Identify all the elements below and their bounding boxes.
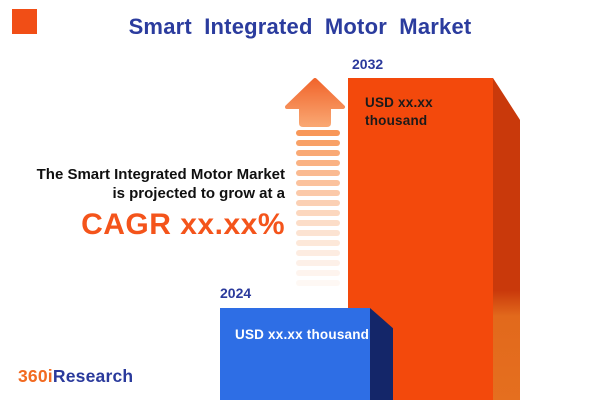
arrow-tail-stripe (296, 210, 340, 216)
headline-line2: is projected to grow at a (112, 185, 285, 202)
bar-2024-value-label: USD xx.xx thousand (235, 327, 370, 342)
arrow-tail-stripe (296, 130, 340, 136)
arrow-up-icon (285, 78, 345, 127)
arrow-tail-stripe (296, 170, 340, 176)
bar-2032-year-label: 2032 (352, 56, 384, 72)
headline-line1: The Smart Integrated Motor Market (36, 166, 285, 183)
arrow-tail-stripe (296, 150, 340, 156)
brand-logo: 360iResearch (18, 366, 133, 387)
arrow-tail-stripe (296, 260, 340, 266)
arrow-tail-stripe (296, 250, 340, 256)
arrow-tail-stripes (296, 130, 340, 290)
bar-2032-side (493, 78, 520, 400)
arrow-tail-stripe (296, 240, 340, 246)
cagr-text: CAGR xx.xx% (81, 208, 285, 241)
arrow-tail-stripe (296, 270, 340, 276)
arrow-tail-stripe (296, 200, 340, 206)
page-title: Smart Integrated Motor Market (128, 14, 472, 39)
bar-2024-year-label: 2024 (220, 285, 252, 301)
arrow-tail-stripe (296, 160, 340, 166)
arrow-tail-stripe (296, 190, 340, 196)
logo-part-research: Research (52, 366, 134, 386)
arrow-tail-stripe (296, 140, 340, 146)
arrow-tail-stripe (296, 230, 340, 236)
arrow-tail-stripe (296, 280, 340, 286)
arrow-tail-stripe (296, 180, 340, 186)
bar-2032-value-label: USD xx.xx thousand (365, 95, 433, 128)
bar-2024-side (370, 308, 393, 400)
brand-corner-square (12, 9, 37, 34)
logo-part-360i: 360i (18, 366, 53, 386)
bar-2024: USD xx.xx thousand (220, 308, 370, 400)
headline-block: The Smart Integrated Motor Market is pro… (0, 165, 285, 242)
arrow-tail-stripe (296, 220, 340, 226)
